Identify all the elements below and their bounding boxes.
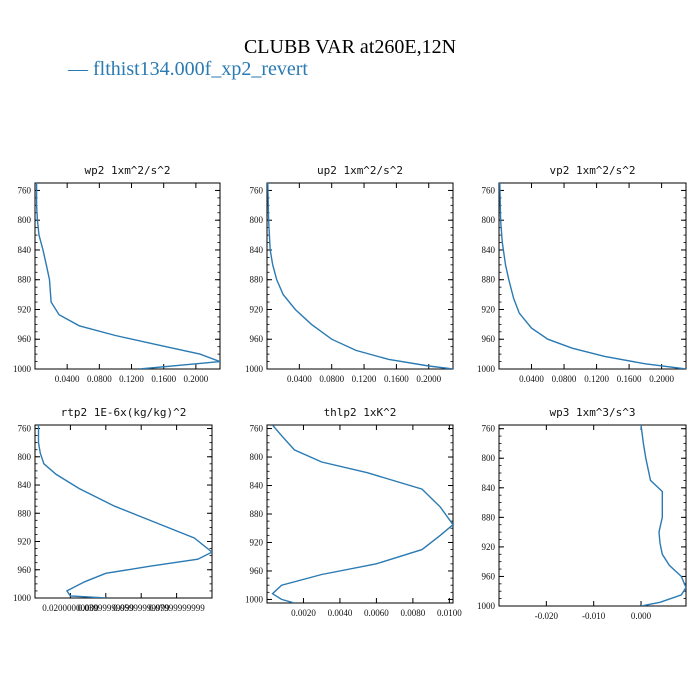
panel-6: wp3 1xm^3/s^3 -0.020 -0.010 0.000 760 800 840 8… — [477, 406, 687, 621]
x-tick-label: 0.05999999999 — [113, 603, 170, 613]
x-tick-label: 0.0080 — [401, 608, 426, 618]
y-tick-label: 800 — [482, 215, 496, 225]
x-tick-label: 0.1200 — [352, 374, 377, 384]
y-tick-label: 840 — [18, 245, 32, 255]
series-line — [271, 425, 453, 603]
y-tick-label: 960 — [482, 571, 496, 581]
x-tick-label: 0.1200 — [119, 374, 144, 384]
x-tick-label: 0.0800 — [319, 374, 344, 384]
legend: — flthist134.000f_xp2_revert — [68, 58, 308, 81]
y-tick-label: 960 — [18, 334, 32, 344]
y-tick-label: 1000 — [477, 601, 496, 611]
panel-title: wp3 1xm^3/s^3 — [549, 406, 635, 419]
x-tick-label: 0.0800 — [552, 374, 577, 384]
y-tick-label: 920 — [18, 304, 32, 314]
y-tick-label: 920 — [18, 537, 32, 547]
y-tick-label: 840 — [250, 245, 264, 255]
y-tick-label: 920 — [250, 304, 264, 314]
y-tick-label: 760 — [250, 424, 264, 434]
x-tick-label: 0.0040 — [328, 608, 353, 618]
y-tick-label: 880 — [250, 275, 264, 285]
y-tick-label: 960 — [250, 566, 264, 576]
y-tick-label: 1000 — [13, 593, 32, 603]
x-tick-label: 0.0400 — [519, 374, 544, 384]
x-tick-label: 0.1600 — [617, 374, 642, 384]
series-line — [37, 425, 212, 598]
panel-3: vp2 1xm^2/s^2 0.0400 0.0800 0.1200 0.1600 0.2… — [477, 164, 687, 384]
y-tick-label: 840 — [18, 480, 32, 490]
y-tick-label: 760 — [18, 185, 32, 195]
legend-marker: — — [68, 58, 88, 80]
panel-2: up2 1xm^2/s^2 0.0400 0.0800 0.1200 0.1600 0.2… — [245, 164, 454, 384]
x-tick-label: 0.0800 — [87, 374, 112, 384]
y-tick-label: 960 — [18, 565, 32, 575]
y-tick-label: 800 — [18, 215, 32, 225]
y-tick-label: 840 — [482, 245, 496, 255]
y-tick-label: 800 — [482, 453, 496, 463]
y-tick-label: 840 — [482, 483, 496, 493]
x-tick-label: 0.0400 — [55, 374, 80, 384]
y-tick-label: 960 — [250, 334, 264, 344]
y-tick-label: 880 — [18, 275, 32, 285]
panel-title: wp2 1xm^2/s^2 — [84, 164, 170, 177]
series-line — [267, 183, 453, 369]
panel-title: vp2 1xm^2/s^2 — [549, 164, 635, 177]
x-tick-label: -0.010 — [582, 611, 606, 621]
y-tick-label: 840 — [250, 481, 264, 491]
y-tick-label: 760 — [250, 185, 264, 195]
series-line — [499, 183, 686, 369]
y-tick-label: 1000 — [245, 364, 264, 374]
y-tick-label: 880 — [18, 508, 32, 518]
panel-5: thlp2 1xK^2 0.0020 0.0040 0.0060 0.0080 0.010… — [245, 406, 462, 618]
figure-title: CLUBB VAR at260E,12N — [243, 36, 457, 58]
y-tick-label: 1000 — [245, 594, 264, 604]
panel-title: up2 1xm^2/s^2 — [317, 164, 403, 177]
panel-frame — [498, 182, 687, 370]
y-tick-label: 760 — [482, 185, 496, 195]
y-tick-label: 880 — [250, 509, 264, 519]
panel-frame — [266, 424, 454, 604]
legend-label: flthist134.000f_xp2_revert — [93, 58, 308, 80]
series-line — [640, 425, 686, 606]
panel-frame — [498, 424, 687, 607]
panel-frame — [266, 182, 454, 370]
y-tick-label: 760 — [482, 424, 496, 434]
x-tick-label: 0.0060 — [364, 608, 389, 618]
panel-title: thlp2 1xK^2 — [324, 406, 397, 419]
x-tick-label: 0.2000 — [183, 374, 208, 384]
y-tick-label: 920 — [482, 304, 496, 314]
y-tick-label: 920 — [250, 537, 264, 547]
x-tick-label: 0.000 — [631, 611, 652, 621]
panel-frame — [34, 424, 213, 599]
panel-frame — [34, 182, 221, 370]
panel-4: rtp2 1E-6x(kg/kg)^2 0.020000000000.039999… — [13, 406, 213, 613]
series-line — [35, 183, 220, 369]
y-tick-label: 760 — [18, 424, 32, 434]
y-tick-label: 880 — [482, 275, 496, 285]
x-tick-label: 0.1600 — [384, 374, 409, 384]
y-tick-label: 880 — [482, 512, 496, 522]
panel-1: wp2 1xm^2/s^2 0.0400 0.0800 0.1200 0.1600 0.2… — [13, 164, 221, 384]
x-tick-label: 0.2000 — [416, 374, 441, 384]
x-tick-label: 0.2000 — [649, 374, 674, 384]
x-tick-label: 0.03999999999 — [78, 603, 135, 613]
y-tick-label: 800 — [18, 452, 32, 462]
x-tick-label: 0.02000000000 — [42, 603, 99, 613]
x-tick-label: 0.0020 — [291, 608, 316, 618]
x-tick-label: 0.1200 — [584, 374, 609, 384]
panel-title: rtp2 1E-6x(kg/kg)^2 — [61, 406, 187, 419]
x-tick-label: 0.0400 — [287, 374, 312, 384]
x-tick-label: -0.020 — [535, 611, 559, 621]
y-tick-label: 1000 — [13, 364, 32, 374]
y-tick-label: 800 — [250, 452, 264, 462]
x-tick-label: 0.07999999999 — [148, 603, 205, 613]
y-tick-label: 920 — [482, 542, 496, 552]
y-tick-label: 1000 — [477, 364, 496, 374]
y-tick-label: 800 — [250, 215, 264, 225]
x-tick-label: 0.1600 — [151, 374, 176, 384]
x-tick-label: 0.0100 — [437, 608, 462, 618]
y-tick-label: 960 — [482, 334, 496, 344]
